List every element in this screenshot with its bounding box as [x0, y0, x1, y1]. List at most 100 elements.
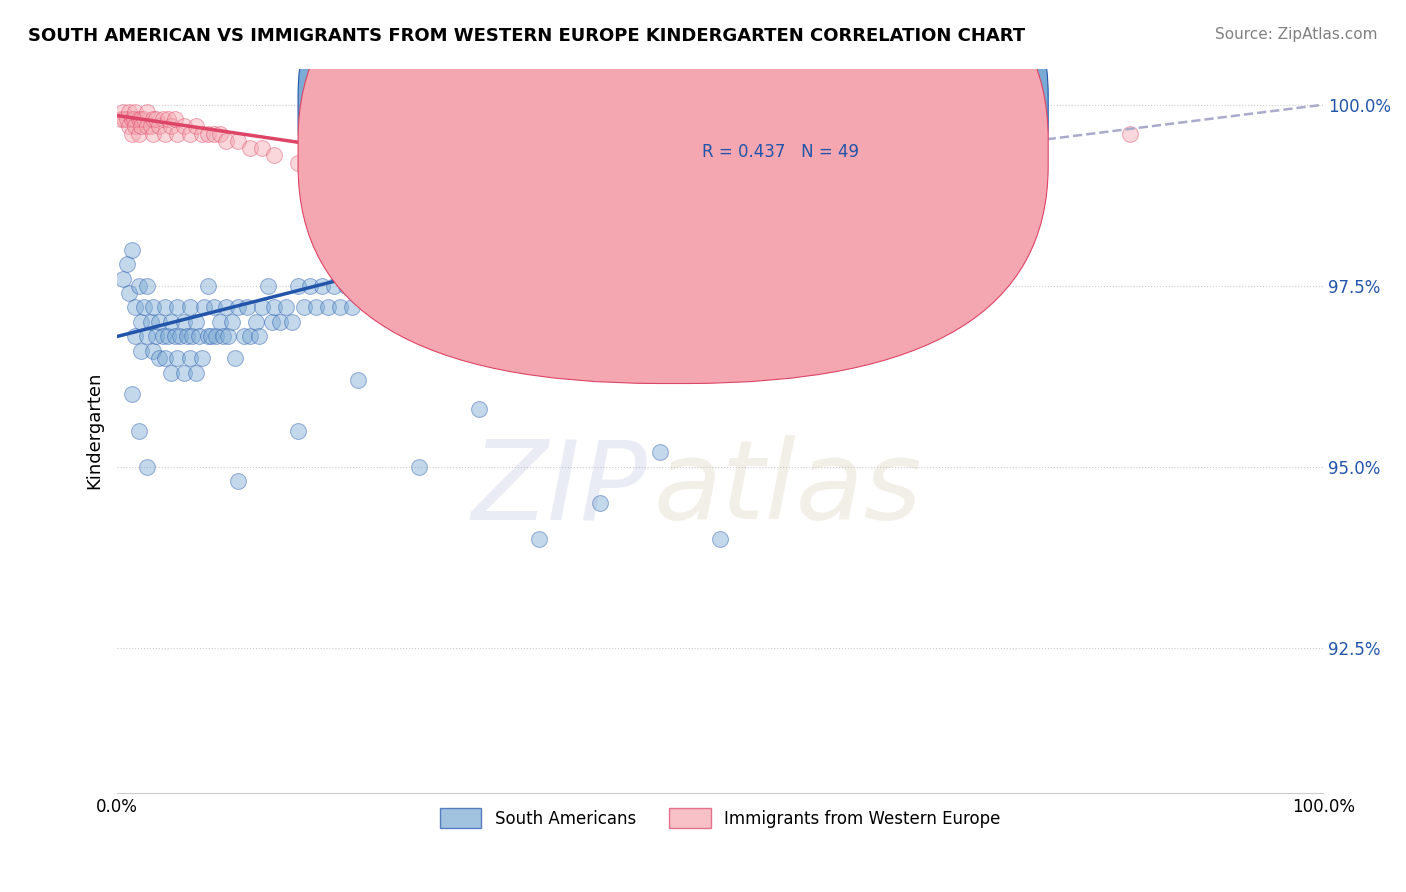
Point: [709, 532, 731, 546]
Point: [112, 112, 135, 127]
Point: [145, 329, 167, 343]
Point: [128, 112, 150, 127]
Point: [173, 120, 195, 134]
Point: [166, 301, 188, 315]
Text: R = 0.437   N = 49: R = 0.437 N = 49: [702, 143, 859, 161]
Point: [329, 301, 352, 315]
Point: [419, 257, 441, 271]
Point: [152, 329, 174, 343]
Point: [197, 127, 219, 141]
Point: [148, 351, 170, 366]
Point: [179, 301, 201, 315]
Point: [160, 366, 183, 380]
Point: [139, 315, 162, 329]
Point: [128, 278, 150, 293]
Point: [468, 243, 491, 257]
Point: [208, 127, 231, 141]
Point: [173, 366, 195, 380]
Point: [408, 278, 430, 293]
Point: [179, 351, 201, 366]
Point: [226, 475, 249, 489]
Point: [316, 301, 339, 315]
Point: [492, 243, 515, 257]
Point: [122, 112, 145, 127]
Point: [179, 127, 201, 141]
Point: [245, 315, 267, 329]
Point: [782, 185, 804, 199]
Point: [112, 105, 135, 120]
Point: [139, 120, 162, 134]
Point: [305, 301, 328, 315]
Point: [131, 112, 153, 127]
Point: [208, 315, 231, 329]
Point: [156, 112, 179, 127]
Point: [131, 120, 153, 134]
Point: [287, 155, 309, 169]
Point: [124, 301, 146, 315]
Point: [249, 329, 271, 343]
Point: [260, 315, 283, 329]
Point: [224, 351, 246, 366]
Point: [193, 301, 215, 315]
Y-axis label: Kindergarten: Kindergarten: [86, 372, 103, 490]
Point: [121, 127, 143, 141]
Point: [250, 301, 273, 315]
Point: [155, 351, 177, 366]
Point: [456, 257, 478, 271]
Point: [197, 329, 219, 343]
Point: [250, 141, 273, 155]
Point: [806, 185, 828, 199]
Point: [529, 243, 551, 257]
Point: [160, 315, 183, 329]
Point: [588, 228, 610, 243]
Point: [110, 112, 132, 127]
Point: [166, 127, 188, 141]
Text: SOUTH AMERICAN VS IMMIGRANTS FROM WESTERN EUROPE KINDERGARTEN CORRELATION CHART: SOUTH AMERICAN VS IMMIGRANTS FROM WESTER…: [28, 27, 1025, 45]
Point: [516, 243, 538, 257]
Point: [335, 278, 357, 293]
Point: [311, 155, 333, 169]
Point: [733, 185, 755, 199]
Point: [408, 178, 430, 192]
Point: [347, 278, 370, 293]
Point: [758, 185, 780, 199]
Point: [503, 257, 526, 271]
Point: [142, 301, 165, 315]
Point: [292, 301, 315, 315]
Point: [136, 105, 159, 120]
Point: [395, 257, 418, 271]
Point: [359, 278, 381, 293]
Legend: South Americans, Immigrants from Western Europe: South Americans, Immigrants from Western…: [433, 801, 1007, 835]
Point: [145, 112, 167, 127]
Point: [197, 278, 219, 293]
Point: [323, 278, 346, 293]
Point: [118, 285, 141, 300]
Text: Source: ZipAtlas.com: Source: ZipAtlas.com: [1215, 27, 1378, 42]
Point: [148, 120, 170, 134]
Point: [576, 243, 599, 257]
Point: [124, 120, 146, 134]
Point: [529, 532, 551, 546]
Point: [347, 162, 370, 177]
Point: [432, 257, 454, 271]
Point: [217, 329, 239, 343]
Point: [136, 459, 159, 474]
Point: [212, 329, 235, 343]
Point: [685, 199, 707, 213]
Point: [269, 315, 291, 329]
Point: [553, 243, 575, 257]
Point: [709, 199, 731, 213]
Point: [299, 278, 322, 293]
Point: [165, 112, 187, 127]
Point: [128, 127, 150, 141]
Point: [124, 329, 146, 343]
Point: [853, 170, 876, 185]
Point: [287, 424, 309, 438]
Point: [115, 112, 138, 127]
Point: [342, 301, 364, 315]
Point: [205, 329, 228, 343]
Point: [287, 278, 309, 293]
Point: [136, 120, 159, 134]
Point: [131, 315, 153, 329]
Point: [121, 243, 143, 257]
